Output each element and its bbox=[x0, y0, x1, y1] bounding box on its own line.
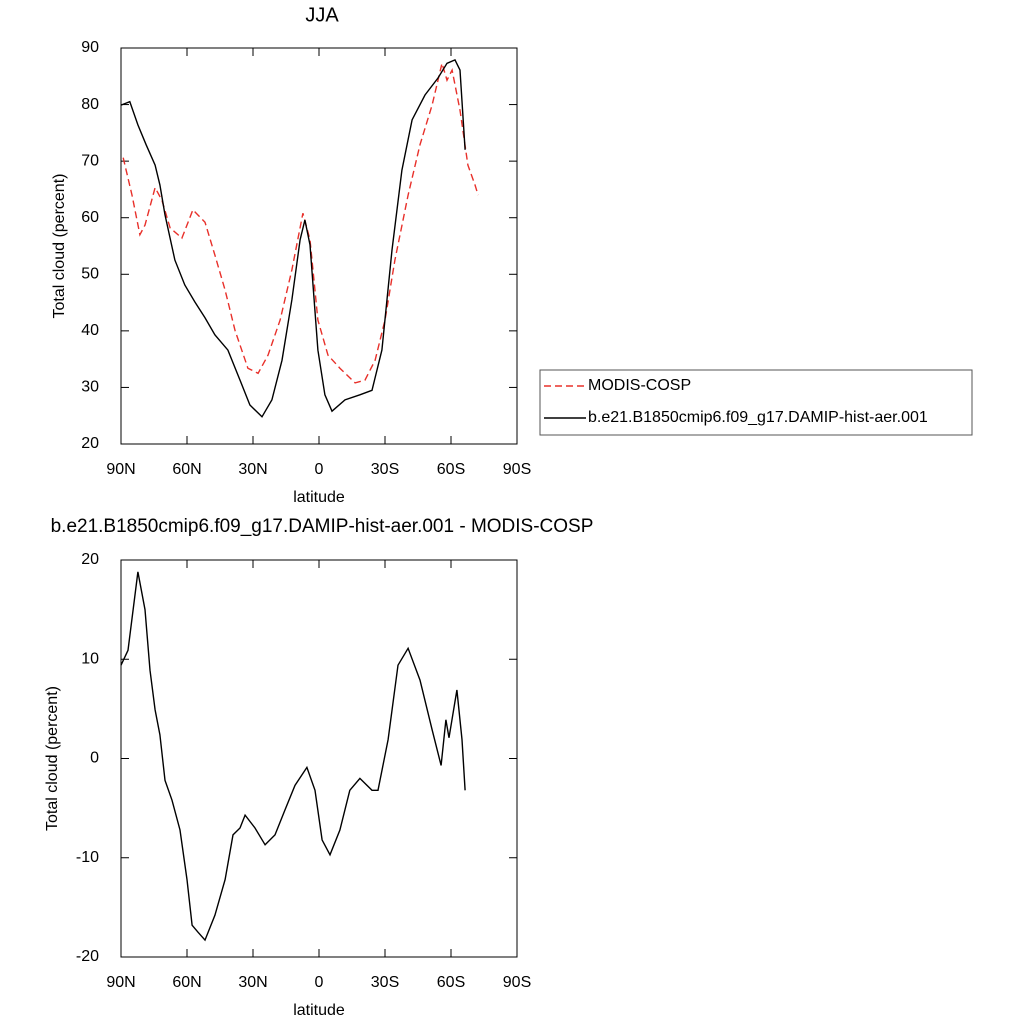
chart-title: JJA bbox=[305, 4, 339, 26]
x-tick-label: 30S bbox=[371, 461, 399, 478]
y-tick-label: 70 bbox=[81, 152, 99, 169]
x-axis-label: latitude bbox=[293, 489, 345, 506]
y-tick-label: 20 bbox=[81, 435, 99, 452]
x-tick-label: 90N bbox=[106, 974, 135, 991]
y-tick-label: -10 bbox=[76, 849, 99, 866]
y-tick-label: 10 bbox=[81, 650, 99, 667]
y-tick-label: 40 bbox=[81, 322, 99, 339]
y-tick-label: 50 bbox=[81, 266, 99, 283]
y-tick-label: -20 bbox=[76, 948, 99, 965]
y-axis-label: Total cloud (percent) bbox=[51, 174, 68, 319]
x-tick-label: 60S bbox=[437, 461, 465, 478]
x-tick-label: 0 bbox=[315, 974, 324, 991]
legend-label: b.e21.B1850cmip6.f09_g17.DAMIP-hist-aer.… bbox=[588, 409, 928, 426]
plot-frame bbox=[120, 47, 518, 445]
data-line bbox=[122, 60, 479, 384]
y-axis-label: Total cloud (percent) bbox=[44, 686, 61, 831]
x-tick-label: 30N bbox=[238, 461, 267, 478]
x-tick-label: 30N bbox=[238, 974, 267, 991]
y-tick-label: 60 bbox=[81, 209, 99, 226]
y-tick-label: 80 bbox=[81, 96, 99, 113]
x-tick-label: 90N bbox=[106, 461, 135, 478]
x-tick-label: 90S bbox=[503, 461, 531, 478]
data-line bbox=[120, 58, 466, 418]
y-tick-label: 30 bbox=[81, 379, 99, 396]
chart-title: b.e21.B1850cmip6.f09_g17.DAMIP-hist-aer.… bbox=[51, 516, 594, 537]
x-tick-label: 90S bbox=[503, 974, 531, 991]
data-line bbox=[120, 571, 466, 942]
plot-frame bbox=[120, 559, 518, 958]
y-tick-label: 90 bbox=[81, 39, 99, 56]
x-tick-label: 60N bbox=[172, 974, 201, 991]
x-axis-label: latitude bbox=[293, 1002, 345, 1019]
x-tick-label: 60N bbox=[172, 461, 201, 478]
y-tick-label: 0 bbox=[90, 750, 99, 767]
x-tick-label: 30S bbox=[371, 974, 399, 991]
x-tick-label: 0 bbox=[315, 461, 324, 478]
x-tick-label: 60S bbox=[437, 974, 465, 991]
y-tick-label: 20 bbox=[81, 551, 99, 568]
legend-label: MODIS-COSP bbox=[588, 377, 691, 394]
legend-box bbox=[539, 369, 973, 436]
